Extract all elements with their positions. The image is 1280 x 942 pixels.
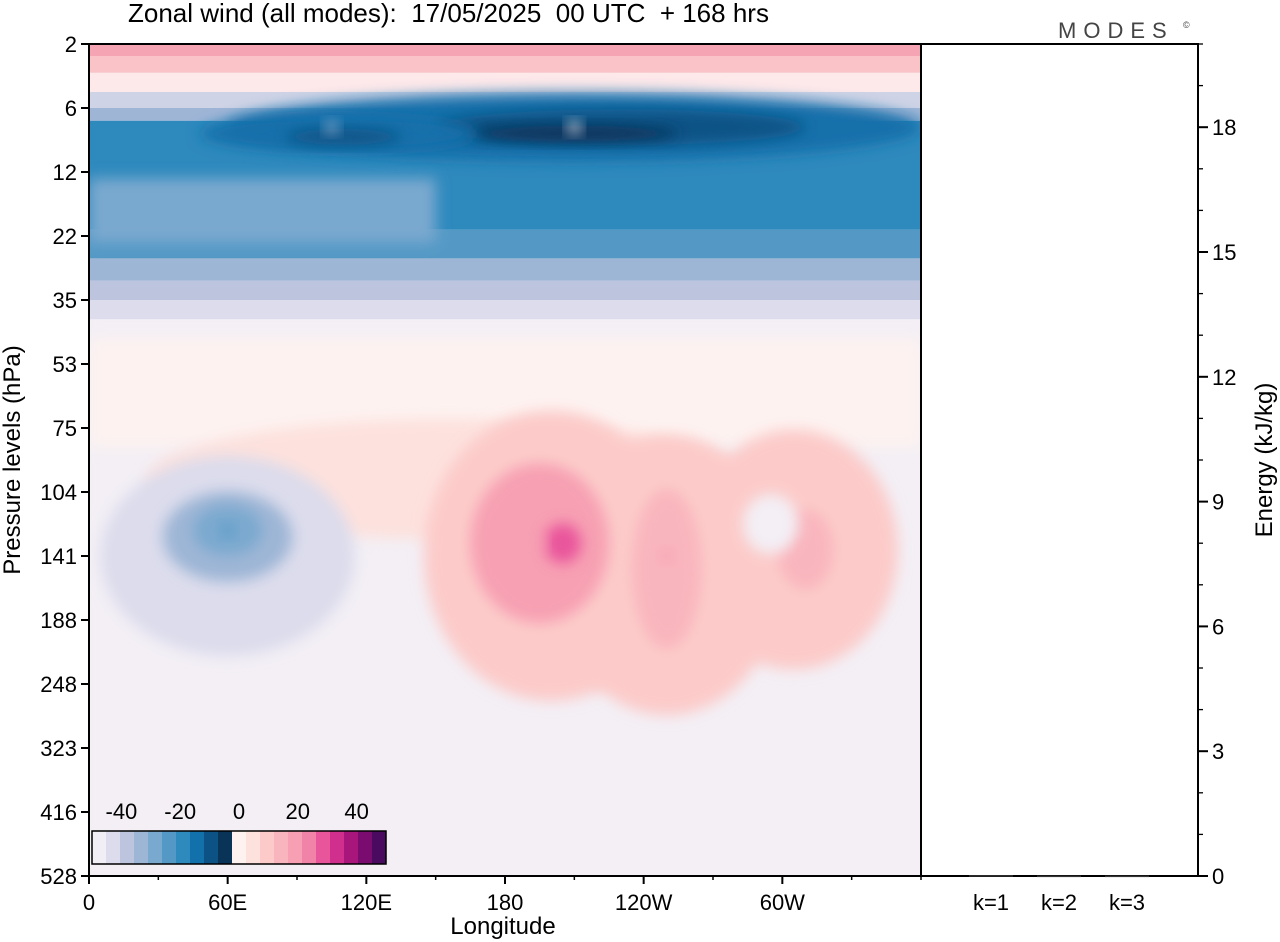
field-core [568, 121, 581, 134]
energy-tick-label: 18 [1212, 115, 1236, 140]
energy-category-label: k=2 [1041, 890, 1077, 915]
colorbar: -40 -20 0 20 40 [91, 799, 387, 865]
x-tick-label: 180 [487, 890, 524, 915]
field-core [660, 550, 673, 562]
field-core [221, 524, 234, 537]
y-tick-label: 416 [40, 800, 77, 825]
y-tick-label: 12 [53, 160, 77, 185]
y-tick-label: 528 [40, 864, 77, 889]
energy-tick-label: 12 [1212, 365, 1236, 390]
colorbar-swatch [92, 831, 107, 864]
field-band [89, 72, 921, 92]
colorbar-swatch [148, 831, 163, 864]
colorbar-swatch [316, 831, 331, 864]
field-blob [285, 128, 401, 145]
energy-axis-title: Energy (kJ/kg) [1251, 383, 1278, 538]
energy-bars: 0 3 6 9 12 15 18 k=1 k=2 k=3 [969, 43, 1236, 915]
colorbar-label: 40 [344, 799, 368, 824]
field-blob [743, 494, 799, 554]
x-tick-label: 120W [615, 890, 673, 915]
field-core [325, 121, 338, 134]
energy-tick-label: 6 [1212, 614, 1224, 639]
colorbar-frame [91, 830, 387, 865]
energy-tick-label: 0 [1212, 864, 1224, 889]
energy-panel-frame [920, 43, 1199, 877]
copyright-mark: © [1183, 20, 1190, 30]
chart-title: Zonal wind (all modes): 17/05/2025 00 UT… [128, 0, 769, 28]
colorbar-swatch [288, 831, 303, 864]
field-blob [470, 125, 679, 142]
energy-bar [1037, 875, 1081, 878]
colorbar-label: 20 [286, 799, 310, 824]
energy-category-label: k=1 [973, 890, 1009, 915]
y-tick-label: 35 [53, 288, 77, 313]
colorbar-swatch [358, 831, 373, 864]
zonal-wind-field [89, 44, 921, 876]
field-band [89, 300, 921, 320]
y-tick-label: 188 [40, 608, 77, 633]
x-axis-title: Longitude [450, 913, 555, 940]
y-tick-label: 6 [65, 96, 77, 121]
colorbar-label: 0 [233, 799, 245, 824]
colorbar-swatch [260, 831, 275, 864]
colorbar-swatch [330, 831, 345, 864]
colorbar-swatch [232, 831, 247, 864]
colorbar-swatch [218, 831, 233, 864]
modes-logo: MODES [1058, 18, 1174, 43]
y-tick-label: 2 [65, 32, 77, 57]
colorbar-swatch [372, 831, 387, 864]
field-band [89, 280, 921, 300]
colorbar-swatch [162, 831, 177, 864]
y-tick-label: 104 [40, 480, 77, 505]
field-core [799, 543, 812, 556]
colorbar-swatch [134, 831, 149, 864]
y-tick-label: 141 [40, 544, 77, 569]
energy-tick-label: 3 [1212, 739, 1224, 764]
field-blob [632, 488, 702, 649]
colorbar-swatch [274, 831, 289, 864]
y-tick-label: 248 [40, 672, 77, 697]
x-tick-label: 60W [760, 890, 805, 915]
colorbar-swatch [302, 831, 317, 864]
y-tick-label: 323 [40, 736, 77, 761]
x-tick-label: 60E [208, 890, 247, 915]
colorbar-swatch [246, 831, 261, 864]
energy-tick-label: 9 [1212, 490, 1224, 515]
x-tick-label: 0 [83, 890, 95, 915]
energy-tick-label: 15 [1212, 240, 1236, 265]
colorbar-label: -20 [164, 799, 196, 824]
energy-category-label: k=3 [1109, 890, 1145, 915]
colorbar-swatch [190, 831, 205, 864]
field-blob [544, 523, 582, 564]
colorbar-swatch [344, 831, 359, 864]
colorbar-label: -40 [106, 799, 138, 824]
colorbar-swatch [106, 831, 121, 864]
colorbar-swatch [176, 831, 191, 864]
energy-bar [1105, 875, 1149, 878]
field-band [89, 178, 436, 243]
energy-bar [969, 875, 1013, 877]
y-tick-label: 53 [53, 352, 77, 377]
colorbar-swatch [120, 831, 135, 864]
y-tick-label: 75 [53, 416, 77, 441]
field-band [89, 258, 921, 281]
y-axis-title: Pressure levels (hPa) [0, 345, 26, 574]
y-tick-label: 22 [53, 224, 77, 249]
field-core [533, 537, 546, 550]
x-tick-label: 120E [341, 890, 392, 915]
colorbar-swatch [204, 831, 219, 864]
field-band [89, 44, 921, 56]
